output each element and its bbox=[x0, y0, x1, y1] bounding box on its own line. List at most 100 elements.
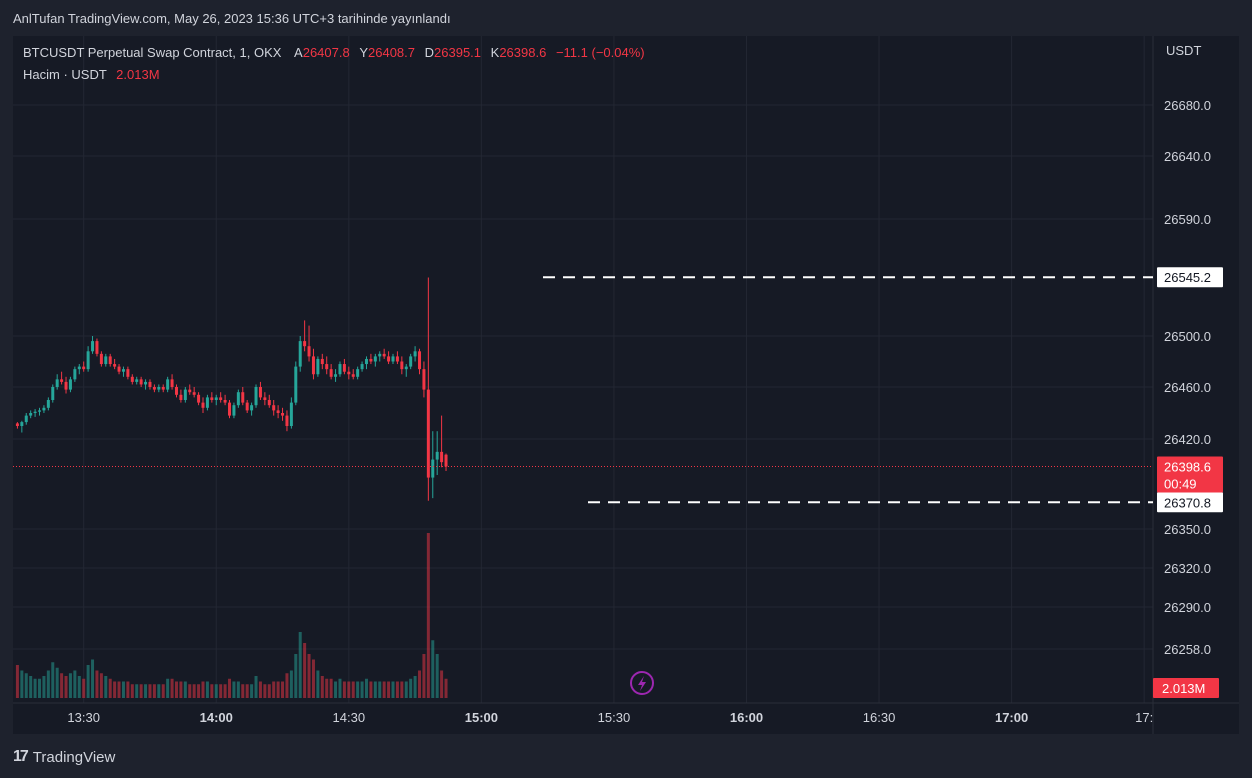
low-label: D bbox=[424, 45, 435, 60]
time-axis: 13:30 14:00 14:30 15:00 15:30 16:00 16:30 17:00… bbox=[67, 710, 1153, 725]
candles bbox=[15, 277, 448, 501]
volume-bar bbox=[170, 678, 174, 698]
candle-body bbox=[144, 381, 148, 385]
tradingview-footer[interactable]: 17 TradingView bbox=[13, 746, 115, 768]
volume-bar bbox=[166, 678, 170, 698]
price-tick-label: 26640.0 bbox=[1164, 149, 1211, 164]
candle-body bbox=[214, 397, 218, 400]
candle-body bbox=[289, 402, 293, 426]
candle-body bbox=[347, 371, 351, 375]
candle-body bbox=[267, 400, 271, 406]
volume-bar bbox=[126, 681, 130, 698]
volume-bar bbox=[33, 678, 37, 698]
volume-bar bbox=[444, 678, 448, 698]
lightning-icon-ring bbox=[630, 671, 654, 695]
candle-body bbox=[236, 392, 240, 406]
volume-bar bbox=[60, 673, 64, 698]
volume-bar bbox=[285, 673, 289, 698]
candle-body bbox=[108, 356, 112, 365]
horizontal-lines bbox=[13, 276, 1153, 695]
close-label: K bbox=[490, 45, 500, 60]
volume-bar bbox=[241, 684, 245, 698]
candle-body bbox=[99, 353, 103, 365]
candle-body bbox=[338, 364, 342, 375]
volume-bar bbox=[311, 659, 315, 698]
volume-bar bbox=[440, 670, 444, 698]
volume-bar bbox=[245, 684, 249, 698]
volume-bar bbox=[360, 681, 364, 698]
volume-bar bbox=[307, 654, 311, 698]
candle-body bbox=[55, 379, 59, 387]
volume-bar bbox=[157, 684, 161, 698]
volume-bar bbox=[303, 643, 307, 698]
candle-body bbox=[135, 379, 139, 382]
candle-body bbox=[113, 364, 117, 367]
volume-bar bbox=[192, 684, 196, 698]
volume-bars bbox=[15, 533, 448, 698]
price-tick-label: 26320.0 bbox=[1164, 561, 1211, 576]
candle-body bbox=[360, 364, 364, 370]
volume-bar bbox=[298, 632, 302, 698]
candle-body bbox=[126, 369, 130, 377]
time-tick-label: 16:00 bbox=[730, 710, 763, 725]
volume-bar bbox=[254, 676, 258, 698]
candle-body bbox=[285, 415, 289, 426]
volume-bar bbox=[263, 684, 267, 698]
candle-body bbox=[281, 413, 285, 416]
price-tick-label: 26680.0 bbox=[1164, 98, 1211, 113]
volume-bar bbox=[325, 678, 329, 698]
volume-bar bbox=[113, 681, 117, 698]
volume-bar bbox=[210, 684, 214, 698]
volume-bar bbox=[228, 678, 232, 698]
currency-label: USDT bbox=[1166, 43, 1201, 58]
candle-body bbox=[46, 400, 50, 408]
candle-body bbox=[351, 374, 355, 377]
volume-bar bbox=[342, 681, 346, 698]
time-tick-label: 15:00 bbox=[465, 710, 498, 725]
volume-bar bbox=[174, 681, 178, 698]
volume-bar bbox=[121, 681, 125, 698]
candle-body bbox=[422, 369, 426, 390]
candle-body bbox=[435, 451, 439, 460]
candle-body bbox=[325, 364, 329, 370]
candle-body bbox=[166, 379, 170, 390]
volume-bar bbox=[130, 684, 134, 698]
volume-bar bbox=[378, 681, 382, 698]
candle-body bbox=[395, 356, 399, 362]
volume-legend: Hacim · USDT 2.013M bbox=[23, 67, 160, 82]
volume-bar bbox=[108, 678, 112, 698]
candle-body bbox=[400, 361, 404, 370]
candle-body bbox=[192, 392, 196, 395]
volume-bar bbox=[320, 676, 324, 698]
time-tick-label: 17:00 bbox=[995, 710, 1028, 725]
candle-body bbox=[413, 351, 417, 357]
volume-bar bbox=[117, 681, 121, 698]
candle-body bbox=[356, 369, 360, 377]
candle-body bbox=[179, 394, 183, 400]
volume-bar bbox=[395, 681, 399, 698]
candle-body bbox=[369, 358, 373, 362]
candle-body bbox=[316, 358, 320, 375]
close-value: 26398.6 bbox=[499, 45, 547, 60]
candle-body bbox=[197, 394, 201, 403]
candle-body bbox=[373, 356, 377, 362]
volume-bar bbox=[435, 654, 439, 698]
volume-bar bbox=[42, 676, 46, 698]
candle-body bbox=[342, 364, 346, 372]
price-tick-label: 26290.0 bbox=[1164, 600, 1211, 615]
high-label: Y bbox=[359, 45, 369, 60]
candle-body bbox=[431, 459, 435, 478]
candle-body bbox=[188, 389, 192, 393]
chart-panel[interactable] bbox=[13, 36, 1239, 734]
candle-body bbox=[382, 353, 386, 357]
volume-bar bbox=[387, 681, 391, 698]
candle-body bbox=[104, 356, 108, 365]
candle-body bbox=[95, 341, 99, 354]
volume-bar bbox=[236, 681, 240, 698]
volume-bar bbox=[188, 684, 192, 698]
candle-body bbox=[245, 402, 249, 411]
candle-body bbox=[444, 454, 448, 467]
price-tick-label: 26258.0 bbox=[1164, 642, 1211, 657]
volume-bar bbox=[347, 681, 351, 698]
